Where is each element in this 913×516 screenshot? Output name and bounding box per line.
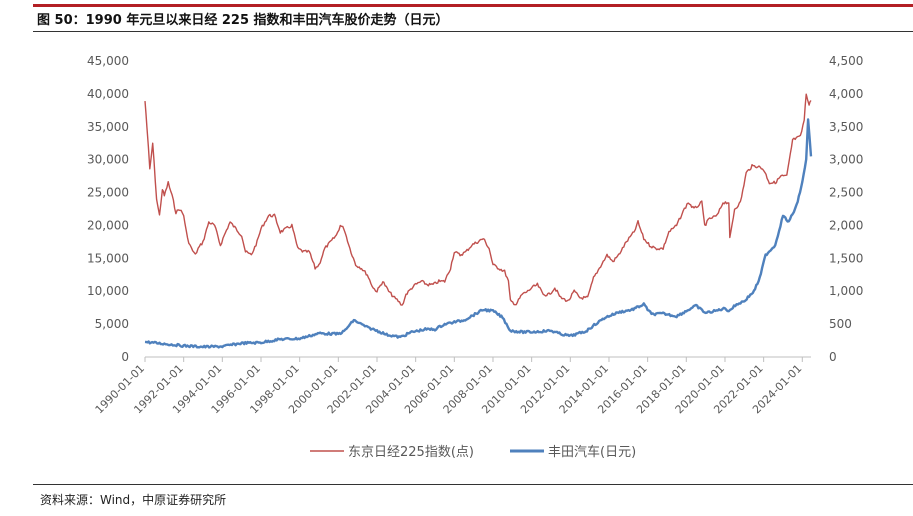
y-tick-label: 5,000 — [95, 317, 129, 331]
y-tick-label: 35,000 — [87, 120, 129, 134]
y2-tick-label: 2,500 — [829, 186, 863, 200]
y2-tick-label: 1,000 — [829, 284, 863, 298]
y-tick-label: 20,000 — [87, 218, 129, 232]
legend-item-toyota: 丰田汽车(日元) — [548, 444, 636, 460]
y2-tick-label: 1,500 — [829, 251, 863, 265]
line-chart: 0 5,000 10,000 15,000 20,000 25,000 30,000 35,0… — [87, 54, 863, 460]
figure-title: 图 50：1990 年元旦以来日经 225 指数和丰田汽车股价走势（日元） — [37, 13, 449, 28]
source-note: 资料来源：Wind，中原证券研究所 — [40, 493, 227, 507]
y2-tick-label: 3,000 — [829, 153, 863, 167]
y-tick-label: 25,000 — [87, 186, 129, 200]
y2-tick-label: 4,500 — [829, 54, 863, 68]
legend-item-nikkei: 东京日经225指数(点) — [348, 445, 474, 460]
chart-container: 0 5,000 10,000 15,000 20,000 25,000 30,000 35,0… — [0, 35, 913, 480]
y2-tick-label: 500 — [829, 317, 852, 331]
footer-divider — [33, 484, 913, 485]
y2-tick-label: 3,500 — [829, 120, 863, 134]
y-tick-label: 30,000 — [87, 153, 129, 167]
y-tick-label: 10,000 — [87, 284, 129, 298]
title-divider — [33, 31, 913, 32]
y-tick-label: 40,000 — [87, 87, 129, 101]
series-line-toyota — [144, 118, 813, 349]
y2-tick-label: 2,000 — [829, 218, 863, 232]
y-tick-label: 0 — [121, 350, 129, 364]
y2-tick-label: 0 — [829, 350, 837, 364]
y-tick-label: 15,000 — [87, 251, 129, 265]
series-line-nikkei — [144, 93, 812, 306]
header-accent-bar — [33, 4, 913, 7]
y-tick-label: 45,000 — [87, 54, 129, 68]
y2-tick-label: 4,000 — [829, 87, 863, 101]
